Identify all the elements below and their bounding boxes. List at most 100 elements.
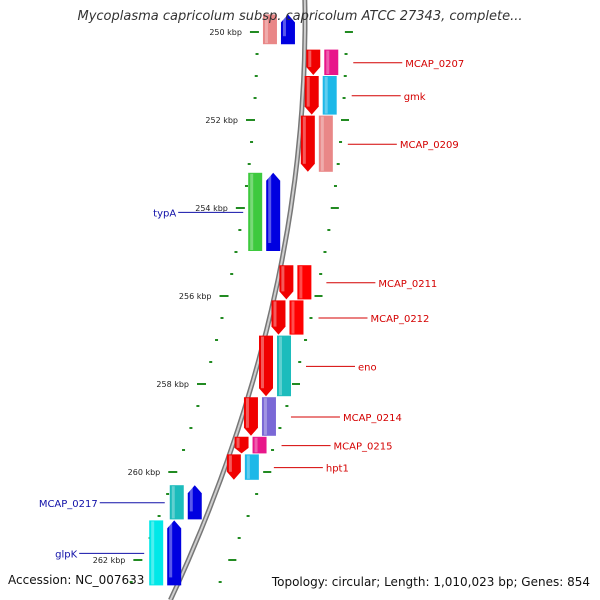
minor-tick	[230, 273, 234, 275]
gene-arrow	[306, 49, 321, 75]
minor-tick	[255, 493, 259, 495]
minor-tick	[244, 185, 248, 187]
gene-label: typA	[153, 208, 176, 219]
minor-tick	[157, 515, 161, 517]
gene-arrow-shine	[281, 266, 285, 292]
gene-label: MCAP_0209	[400, 140, 459, 151]
minor-tick	[309, 317, 313, 319]
gene-arrow	[280, 14, 295, 45]
minor-tick	[255, 53, 259, 55]
gene-category-bar	[318, 115, 333, 172]
gene-bar-shine	[151, 521, 155, 585]
gene-bar-shine	[246, 455, 250, 479]
genome-summary: Topology: circular; Length: 1,010,023 bp…	[268, 573, 590, 591]
gene-bar-shine	[263, 398, 267, 435]
minor-tick	[327, 229, 331, 231]
minor-tick	[343, 75, 347, 77]
ruler-label: 260 kbp	[128, 468, 161, 477]
gene-arrow-shine	[245, 398, 249, 428]
minor-tick	[220, 317, 224, 319]
gene-arrow-shine	[302, 116, 306, 164]
gene-label: MCAP_0211	[378, 279, 437, 290]
minor-tick	[166, 493, 170, 495]
ruler-label: 256 kbp	[179, 292, 212, 301]
major-tick	[344, 31, 353, 33]
gene-label: glpK	[55, 549, 77, 560]
gene-arrow	[187, 485, 202, 520]
major-tick	[292, 383, 301, 385]
gene-bar-shine	[326, 50, 330, 74]
gene-category-bar	[244, 454, 259, 480]
minor-tick	[215, 339, 219, 341]
minor-tick	[319, 273, 323, 275]
major-tick	[314, 295, 323, 297]
accession-label: Accession: NC_007633	[8, 573, 145, 587]
major-tick	[341, 119, 349, 121]
gene-category-bar	[252, 436, 267, 454]
minor-tick	[250, 141, 254, 143]
major-tick	[246, 119, 254, 121]
gene-category-bar	[289, 300, 304, 335]
minor-tick	[196, 405, 200, 407]
minor-tick	[344, 53, 348, 55]
minor-tick	[218, 581, 222, 583]
major-tick	[197, 383, 206, 385]
gene-bar-shine	[299, 266, 303, 299]
gene-arrow	[259, 335, 274, 397]
gene-arrow	[266, 172, 281, 251]
gene-category-bar	[322, 76, 337, 115]
gene-arrow-shine	[268, 173, 272, 243]
gene-label: MCAP_0212	[370, 314, 429, 325]
gene-category-bar	[261, 397, 276, 436]
gene-arrow	[304, 76, 319, 115]
gene-label: MCAP_0214	[343, 413, 402, 424]
gene-arrow-shine	[273, 301, 277, 327]
genome-backbone-highlight	[169, 0, 306, 600]
map-title: Mycoplasma capricolum subsp. capricolum …	[77, 9, 523, 24]
gene-label: eno	[358, 362, 377, 373]
major-tick	[263, 471, 272, 473]
minor-tick	[342, 97, 346, 99]
gene-arrow	[300, 115, 315, 172]
gene-arrow	[226, 454, 241, 480]
gene-bar-shine	[171, 486, 175, 519]
major-tick	[249, 31, 258, 33]
minor-tick	[182, 449, 186, 451]
major-tick	[168, 471, 177, 473]
minor-tick	[285, 405, 289, 407]
minor-tick	[237, 537, 241, 539]
gene-arrow-shine	[306, 77, 310, 107]
gene-category-bar	[277, 335, 292, 397]
gene-label: hpt1	[326, 464, 349, 475]
gene-arrow-shine	[228, 455, 232, 472]
minor-tick	[323, 251, 327, 253]
minor-tick	[247, 163, 251, 165]
gene-label: MCAP_0215	[334, 442, 393, 453]
major-tick	[219, 295, 228, 297]
gene-category-bar	[262, 14, 277, 45]
gene-arrow-shine	[236, 437, 240, 448]
minor-tick	[339, 141, 343, 143]
gene-arrow	[279, 265, 294, 300]
gene-bar-shine	[254, 437, 258, 453]
gene-category-bar	[297, 265, 312, 300]
gene-arrow	[271, 300, 286, 335]
minor-tick	[209, 361, 213, 363]
gene-label: gmk	[404, 92, 426, 103]
gene-arrow	[243, 397, 258, 436]
minor-tick	[336, 163, 340, 165]
major-tick	[133, 559, 142, 561]
minor-tick	[333, 185, 337, 187]
minor-tick	[278, 427, 282, 429]
minor-tick	[298, 361, 302, 363]
minor-tick	[238, 229, 242, 231]
gene-arrow-shine	[189, 486, 193, 512]
gene-bar-shine	[250, 173, 254, 250]
gene-category-bar	[248, 172, 263, 251]
gene-bar-shine	[264, 15, 268, 44]
minor-tick	[129, 581, 133, 583]
gene-label: MCAP_0217	[39, 499, 98, 510]
minor-tick	[246, 515, 250, 517]
